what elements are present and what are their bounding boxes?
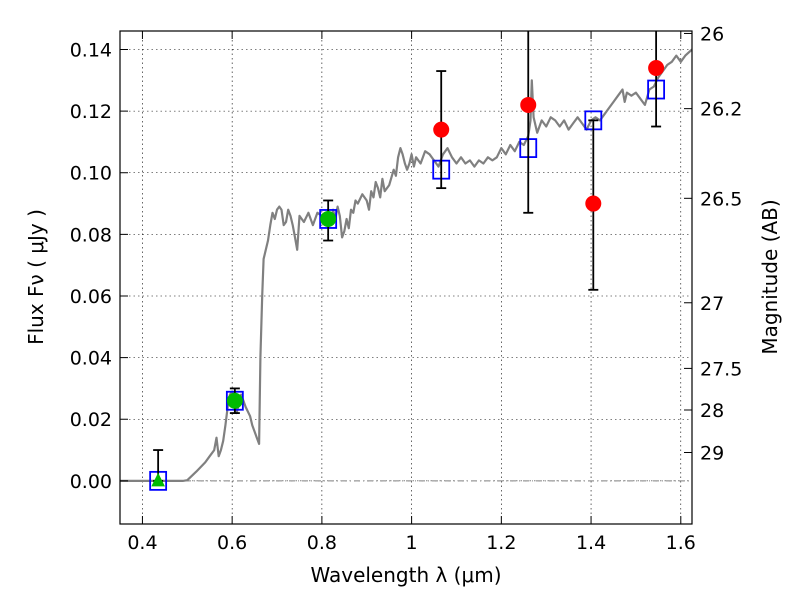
right-tick-label: 26.5	[700, 188, 742, 210]
y-tick-label: 0.04	[70, 348, 112, 370]
observed-point	[320, 210, 337, 227]
plot-area	[120, 31, 692, 491]
x-tick-label: 1.6	[666, 532, 696, 554]
right-axis-label: Magnitude (AB)	[758, 199, 782, 354]
y-tick-label: 0.08	[70, 224, 112, 246]
right-tick-label: 27	[700, 293, 724, 315]
x-tick-label: 0.6	[217, 532, 247, 554]
observed-point	[648, 59, 665, 76]
model-spectrum-line	[120, 48, 692, 482]
x-tick-label: 0.8	[307, 532, 337, 554]
x-tick-label: 1.2	[486, 532, 516, 554]
observed-point	[585, 195, 602, 212]
y-tick-label: 0.10	[70, 163, 112, 185]
x-tick-label: 1	[406, 532, 418, 554]
y-axis-label: Flux Fν ( μJy )	[24, 209, 48, 345]
x-axis-label: Wavelength λ (μm)	[310, 563, 501, 587]
x-tick-label: 1.4	[576, 532, 606, 554]
right-tick-label: 27.5	[700, 358, 742, 380]
observed-point	[433, 121, 450, 138]
grid	[120, 31, 692, 524]
y-tick-label: 0.00	[70, 471, 112, 493]
observed-point	[226, 392, 243, 409]
right-tick-label: 26.2	[700, 99, 742, 121]
y-tick-label: 0.12	[70, 101, 112, 123]
y-tick-label: 0.14	[70, 39, 112, 61]
observed-point	[520, 96, 537, 113]
y-tick-label: 0.02	[70, 409, 112, 431]
axes: 0.4 0.6 0.8 1 1.2 1.4 1.6 0.00 0.02 0.04 0.06 0.08 0…	[70, 23, 743, 554]
observed-triangle	[151, 472, 165, 487]
right-tick-label: 29	[700, 443, 724, 465]
y-tick-label: 0.06	[70, 286, 112, 308]
right-tick-label: 28	[700, 400, 724, 422]
right-tick-label: 26	[700, 23, 724, 45]
x-tick-label: 0.4	[127, 532, 157, 554]
plot-frame	[119, 30, 693, 525]
